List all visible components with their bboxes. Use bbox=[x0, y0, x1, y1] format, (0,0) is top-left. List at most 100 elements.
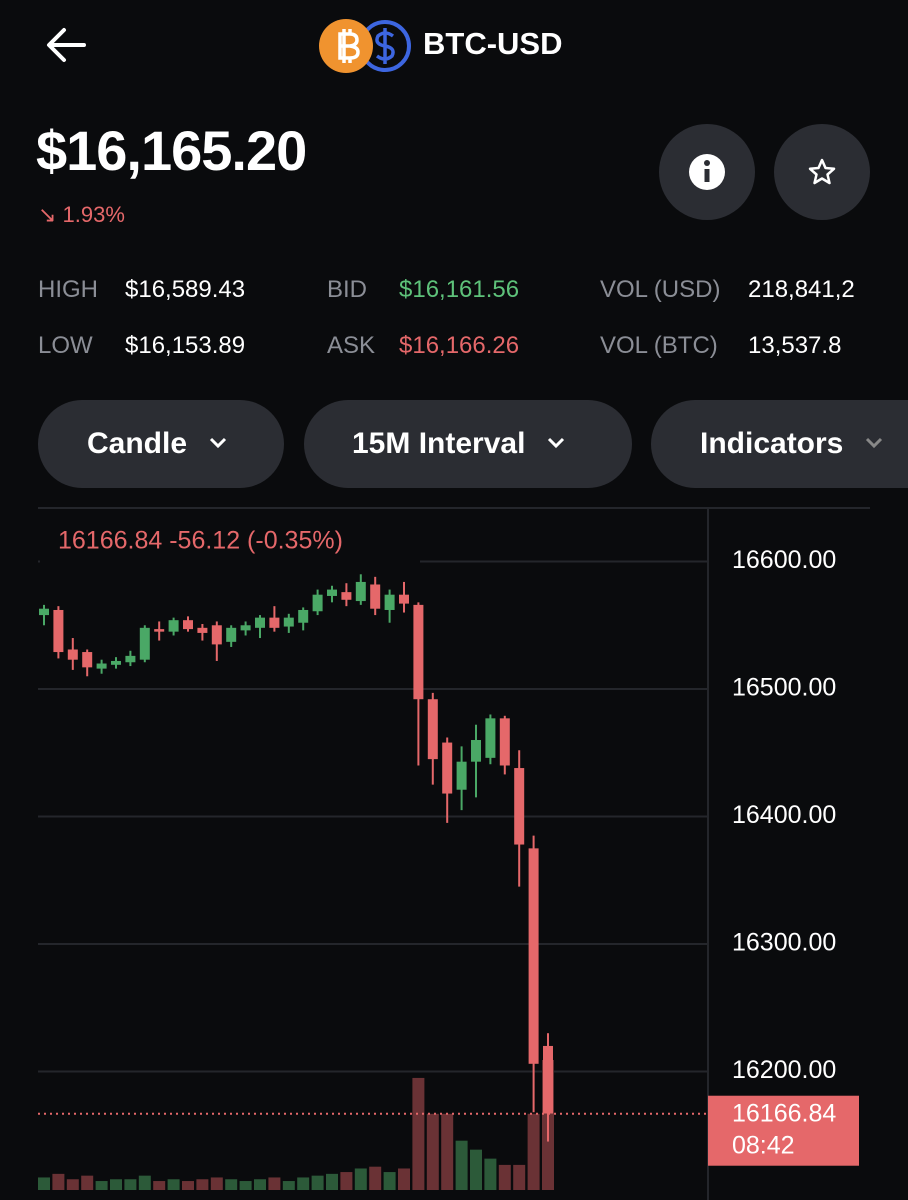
volume-bar bbox=[138, 1175, 151, 1190]
star-icon bbox=[808, 158, 836, 185]
volume-bar bbox=[81, 1175, 94, 1190]
y-tick-label: 16600.00 bbox=[732, 546, 836, 574]
candle-body bbox=[168, 620, 179, 632]
candle-body bbox=[370, 584, 381, 609]
change: ↘ 1.93% bbox=[38, 202, 125, 227]
stat-label: VOL (BTC) bbox=[600, 332, 718, 359]
stat-value: $16,153.89 bbox=[125, 332, 246, 359]
stat-label: ASK bbox=[327, 332, 376, 359]
stat-value: $16,589.43 bbox=[125, 276, 246, 303]
volume-bar bbox=[52, 1173, 65, 1190]
volume-bar bbox=[369, 1166, 382, 1190]
chevron bbox=[866, 437, 883, 449]
candle-body bbox=[255, 617, 265, 628]
candle-body bbox=[499, 718, 510, 766]
stat-label: LOW bbox=[38, 332, 93, 359]
volume-bar bbox=[110, 1179, 122, 1190]
dropdown-label: Indicators bbox=[700, 427, 844, 460]
candle-body bbox=[67, 649, 78, 660]
candle-body bbox=[384, 594, 395, 610]
volume-bar bbox=[239, 1181, 252, 1190]
volume-bar bbox=[268, 1177, 281, 1190]
candle-body bbox=[269, 617, 280, 628]
candle-body bbox=[485, 718, 496, 758]
stat-value: $16,161.56 bbox=[399, 276, 520, 303]
candle-body bbox=[211, 625, 222, 645]
volume-bar bbox=[470, 1149, 482, 1190]
stat-label: HIGH bbox=[38, 276, 98, 303]
candle-body bbox=[327, 589, 337, 596]
candle-body bbox=[111, 660, 121, 665]
interval-dropdown[interactable]: 15M Interval bbox=[304, 400, 632, 488]
star-button[interactable] bbox=[774, 124, 870, 220]
candle-body bbox=[82, 652, 93, 668]
volume-bar bbox=[498, 1164, 511, 1190]
candle-body bbox=[456, 761, 467, 790]
volume-bar bbox=[153, 1181, 166, 1190]
pair-title: BTC-USD bbox=[423, 26, 563, 61]
y-tick-label: 16400.00 bbox=[732, 801, 836, 829]
volume-bar bbox=[398, 1168, 410, 1190]
candle-body bbox=[139, 627, 150, 660]
indicators-dropdown[interactable]: Indicators bbox=[651, 400, 908, 488]
stat-value: 218,841,2 bbox=[748, 276, 855, 303]
volume-bar bbox=[527, 1113, 540, 1190]
volume-bar bbox=[297, 1177, 310, 1190]
candle-body bbox=[355, 581, 366, 602]
volume-bar bbox=[311, 1175, 324, 1190]
volume-bar bbox=[95, 1181, 108, 1190]
candle-body bbox=[427, 699, 438, 760]
volume-bar bbox=[282, 1181, 295, 1190]
chart-type-dropdown[interactable]: Candle bbox=[38, 400, 284, 488]
candle-body bbox=[53, 609, 64, 653]
info-icon bbox=[689, 154, 725, 190]
price-tag-countdown: 08:42 bbox=[732, 1131, 795, 1159]
chevron bbox=[548, 437, 565, 449]
candle-body bbox=[543, 1045, 553, 1114]
price-tag-value: 16166.84 bbox=[732, 1099, 836, 1127]
candle-body bbox=[226, 627, 237, 642]
candle-body bbox=[39, 608, 49, 616]
candle-body bbox=[341, 592, 352, 600]
candle-body bbox=[413, 604, 424, 700]
volume-bar bbox=[124, 1179, 137, 1190]
stat-value: 13,537.8 bbox=[748, 332, 842, 359]
dropdown-label: 15M Interval bbox=[352, 427, 526, 460]
legend-text: 16166.84 -56.12 (-0.35%) bbox=[58, 527, 343, 555]
candle-body bbox=[312, 594, 323, 612]
volume-bar bbox=[383, 1172, 396, 1190]
dropdown-label: Candle bbox=[87, 427, 188, 460]
volume-bar bbox=[167, 1179, 180, 1190]
volume-bar bbox=[210, 1177, 223, 1190]
volume-bar bbox=[326, 1173, 338, 1190]
candle-body bbox=[399, 594, 409, 604]
candle-body bbox=[154, 629, 165, 632]
info-button[interactable] bbox=[659, 124, 755, 220]
back-arrow[interactable] bbox=[47, 28, 86, 62]
volume-bar bbox=[38, 1177, 50, 1190]
volume-bar bbox=[225, 1179, 238, 1190]
volume-bar bbox=[354, 1168, 367, 1190]
volume-bar bbox=[182, 1181, 194, 1190]
candle-body bbox=[528, 848, 539, 1064]
candle-body bbox=[298, 609, 309, 623]
volume-bar bbox=[484, 1158, 497, 1190]
candle-body bbox=[283, 617, 294, 627]
y-tick-label: 16200.00 bbox=[732, 1056, 836, 1084]
volume-bar bbox=[412, 1077, 425, 1190]
volume-bar bbox=[340, 1172, 353, 1190]
price: $16,165.20 bbox=[36, 119, 307, 182]
volume-bar bbox=[196, 1179, 209, 1190]
btc-glyph bbox=[338, 29, 360, 63]
stat-label: BID bbox=[327, 276, 368, 303]
price-tag bbox=[708, 1095, 859, 1166]
volume-bar bbox=[254, 1179, 266, 1190]
volume-bar bbox=[426, 1113, 439, 1190]
candle-body bbox=[183, 620, 193, 630]
candle-body bbox=[197, 627, 208, 633]
volume-bar bbox=[441, 1113, 454, 1190]
volume-bar bbox=[513, 1164, 526, 1190]
candle-body bbox=[96, 663, 107, 669]
